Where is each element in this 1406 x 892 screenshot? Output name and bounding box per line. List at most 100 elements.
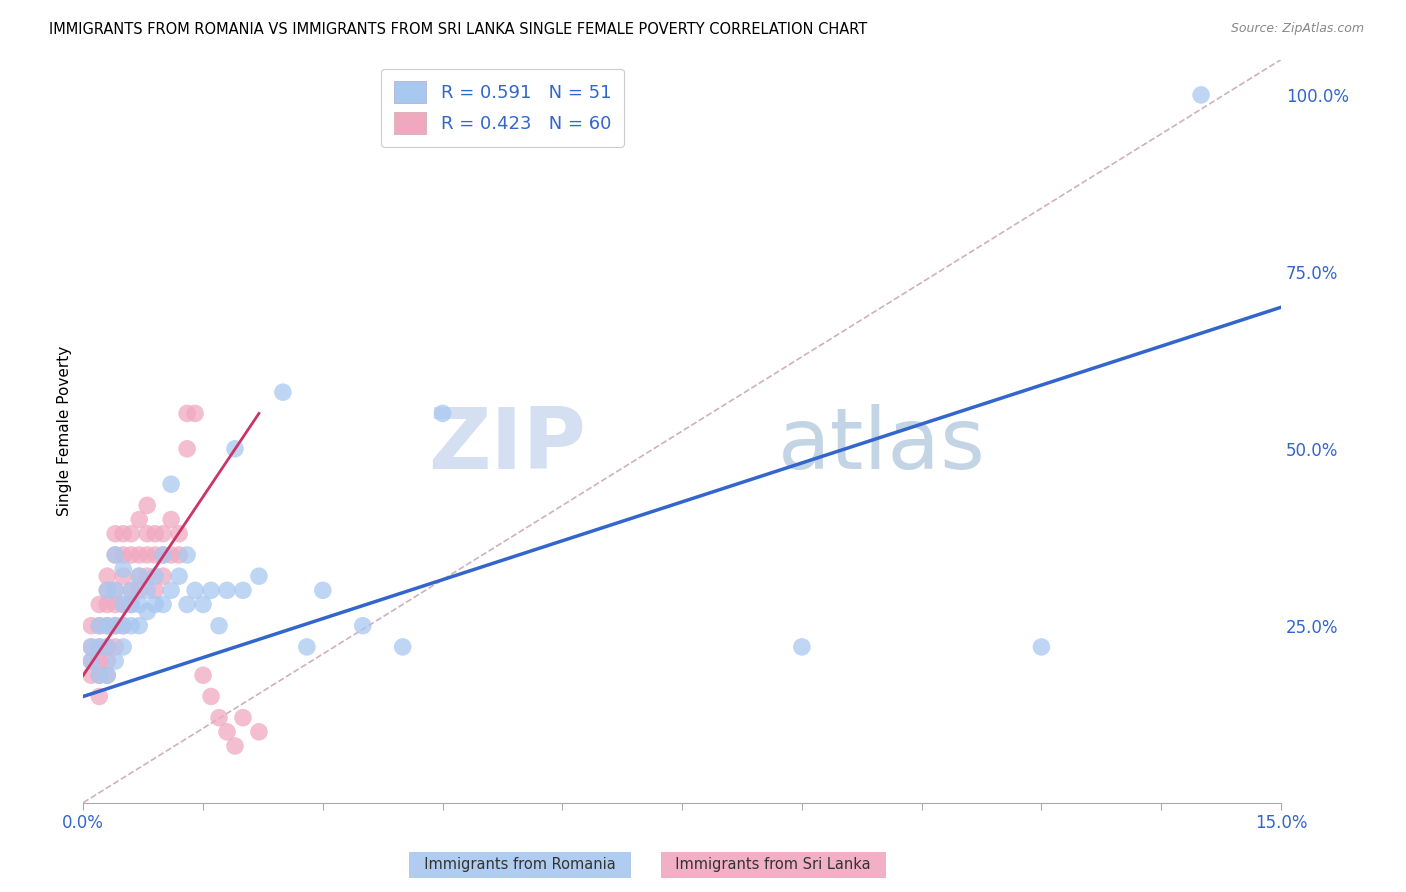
Point [112,569,135,583]
Point [80,640,103,654]
Point [96,640,118,654]
Point [112,562,135,576]
Text: atlas: atlas [778,404,986,487]
Point [167,569,190,583]
Point [89,640,111,654]
Point [167,526,190,541]
Point [89,654,111,668]
Point [152,548,174,562]
Point [104,548,127,562]
Point [120,618,142,632]
Point [96,569,118,583]
Point [136,569,159,583]
Point [80,668,103,682]
Point [89,668,111,682]
Point [112,548,135,562]
Point [136,548,159,562]
Point [208,711,231,725]
Point [152,548,174,562]
Point [152,569,174,583]
Point [184,583,207,598]
Point [104,583,127,598]
Point [224,442,246,456]
Point [176,598,198,612]
Text: Immigrants from Sri Lanka: Immigrants from Sri Lanka [666,857,880,872]
Point [143,598,166,612]
Point [790,640,813,654]
Point [200,690,222,704]
Point [200,583,222,598]
Point [247,724,270,739]
Point [80,640,103,654]
Point [104,640,127,654]
Point [80,654,103,668]
Point [176,406,198,420]
Text: Source: ZipAtlas.com: Source: ZipAtlas.com [1230,22,1364,36]
Point [160,583,183,598]
Point [176,548,198,562]
Point [143,548,166,562]
Point [96,668,118,682]
Point [136,526,159,541]
Point [80,618,103,632]
Point [89,618,111,632]
Point [96,583,118,598]
Point [128,548,150,562]
Point [104,598,127,612]
Point [89,618,111,632]
Point [104,526,127,541]
Point [191,598,214,612]
Point [112,618,135,632]
Point [128,598,150,612]
Point [89,690,111,704]
Point [312,583,335,598]
Point [215,583,238,598]
Point [104,654,127,668]
Point [215,724,238,739]
Point [295,640,318,654]
Point [104,548,127,562]
Point [208,618,231,632]
Point [432,406,454,420]
Point [89,598,111,612]
Point [271,385,294,400]
Point [120,598,142,612]
Point [136,583,159,598]
Point [120,583,142,598]
Point [89,668,111,682]
Point [160,548,183,562]
Point [112,598,135,612]
Point [128,569,150,583]
Point [184,406,207,420]
Point [176,442,198,456]
Point [96,583,118,598]
Point [191,668,214,682]
Point [128,583,150,598]
Y-axis label: Single Female Poverty: Single Female Poverty [58,346,72,516]
Point [96,668,118,682]
Point [80,654,103,668]
Point [136,499,159,513]
Point [89,640,111,654]
Point [96,640,118,654]
Point [224,739,246,753]
Point [160,512,183,526]
Point [96,618,118,632]
Point [143,526,166,541]
Point [120,598,142,612]
Point [128,512,150,526]
Point [112,598,135,612]
Point [128,569,150,583]
Point [104,618,127,632]
Point [120,583,142,598]
Point [120,548,142,562]
Point [136,605,159,619]
Point [152,598,174,612]
Point [1189,87,1212,102]
Point [160,477,183,491]
Point [120,526,142,541]
Point [167,548,190,562]
Point [247,569,270,583]
Point [112,640,135,654]
Point [104,583,127,598]
